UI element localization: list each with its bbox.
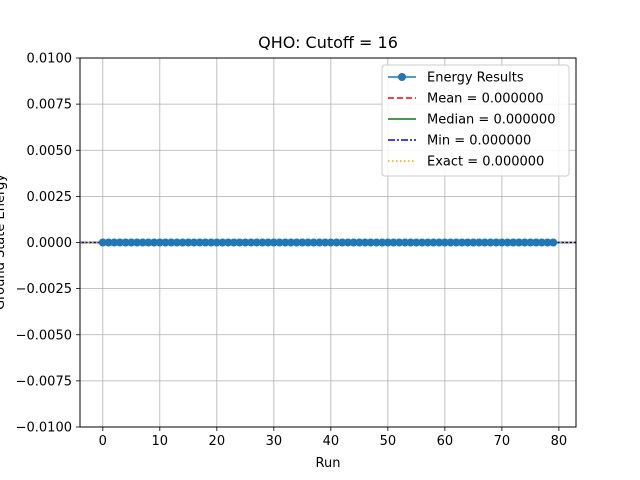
- x-tick-label: 50: [380, 434, 397, 449]
- legend-label: Energy Results: [427, 71, 524, 86]
- legend-label: Median = 0.000000: [427, 113, 555, 128]
- y-tick-label: −0.0050: [16, 328, 72, 343]
- y-tick-label: 0.0100: [27, 52, 73, 67]
- x-tick-label: 10: [152, 434, 169, 449]
- y-tick-label: −0.0025: [16, 282, 72, 297]
- x-tick-label: 20: [209, 434, 226, 449]
- x-tick-label: 70: [494, 434, 511, 449]
- x-tick-label: 60: [437, 434, 454, 449]
- legend: Energy Results Mean = 0.000000 Median = 0.…: [382, 65, 569, 176]
- y-axis-label: Ground State Energy: [0, 174, 8, 310]
- y-tick-label: −0.0075: [16, 374, 72, 389]
- y-tick-label: 0.0050: [27, 144, 73, 159]
- legend-marker: [398, 73, 406, 81]
- x-axis-label: Run: [316, 456, 341, 471]
- x-tick-label: 30: [266, 434, 283, 449]
- y-tick-label: 0.0075: [27, 98, 73, 113]
- legend-label: Exact = 0.000000: [427, 155, 544, 170]
- x-axis-ticks: 0 10 20 30 40 50 60 70 80: [99, 427, 568, 449]
- legend-label: Mean = 0.000000: [427, 92, 544, 107]
- y-tick-label: 0.0025: [27, 190, 73, 205]
- x-tick-label: 0: [99, 434, 107, 449]
- legend-label: Min = 0.000000: [427, 134, 531, 149]
- y-axis-ticks: −0.0100 −0.0075 −0.0050 −0.0025 0.0000 0.0025…: [16, 52, 80, 436]
- y-tick-label: 0.0000: [27, 236, 73, 251]
- chart-title: QHO: Cutoff = 16: [258, 33, 398, 52]
- y-tick-label: −0.0100: [16, 421, 72, 436]
- x-tick-label: 40: [323, 434, 340, 449]
- x-tick-label: 80: [551, 434, 568, 449]
- energy-point: [549, 239, 557, 247]
- energy-series: [99, 239, 557, 247]
